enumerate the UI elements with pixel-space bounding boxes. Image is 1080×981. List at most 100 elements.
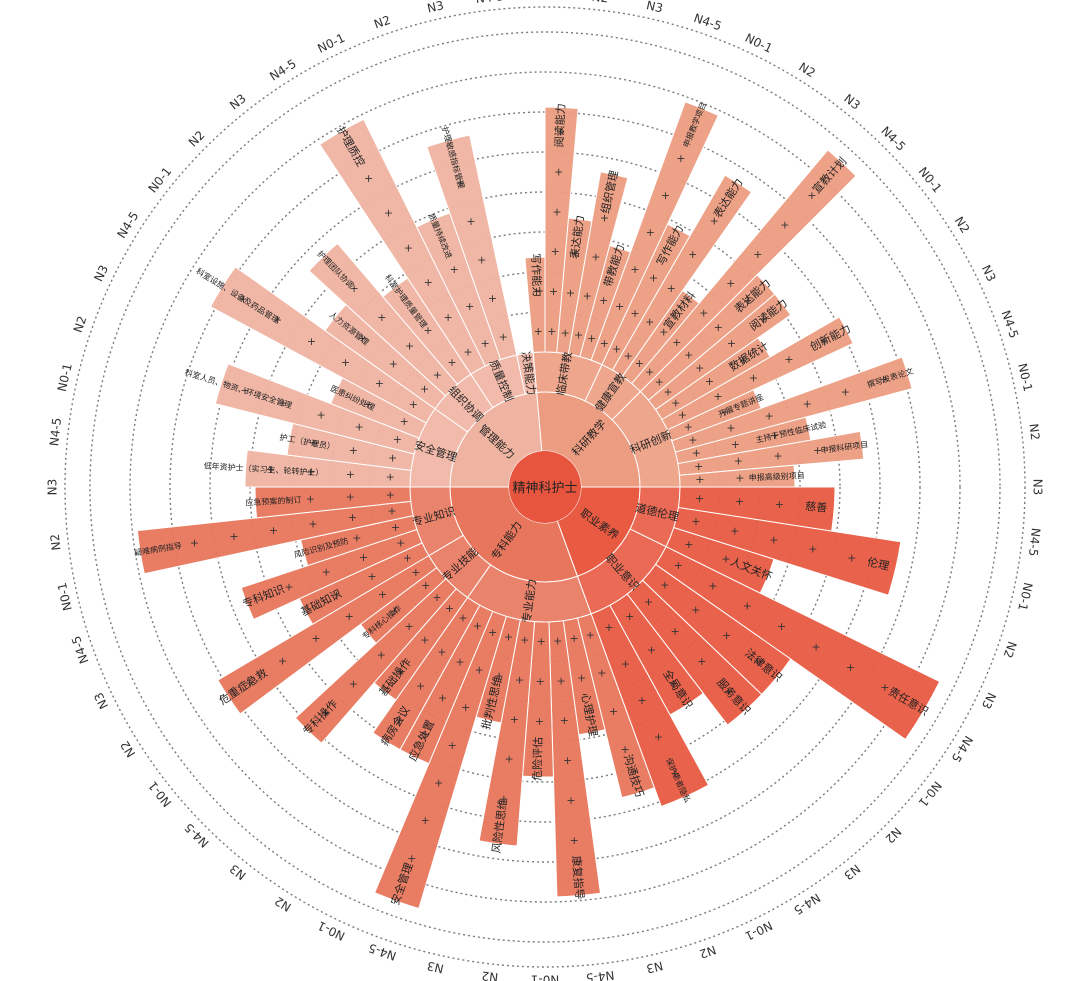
level-label: N3 [841,91,863,112]
level-marker: + [388,451,397,464]
level-marker: + [803,397,812,410]
level-marker: + [504,631,513,644]
item-segment [521,621,554,778]
item-segment [217,554,438,715]
level-label: N3 [91,690,111,711]
level-marker: + [556,125,565,138]
level-marker: + [692,446,701,459]
level-marker: + [637,694,646,707]
level-marker: + [400,415,409,428]
level-marker: + [566,287,575,300]
level-ring-guide [89,31,1001,943]
level-label: N2 [272,894,294,915]
level-marker: + [649,272,658,285]
level-marker: + [644,595,653,608]
level-marker: + [420,634,429,647]
level-marker: + [306,465,315,478]
level-marker: + [759,313,768,326]
group-label: 决策能力 [519,350,539,396]
level-label: N4-5 [999,309,1022,341]
item-segment [298,542,430,625]
level-marker: + [532,285,541,298]
level-marker: + [654,730,663,743]
level-marker: + [504,753,513,766]
level-marker: + [377,649,386,662]
item-segment [641,563,792,696]
level-marker: + [721,553,730,566]
level-marker: + [386,470,395,483]
level-label: N0-1 [531,0,560,2]
level-marker: + [714,321,723,334]
level-marker: + [352,531,361,544]
level-marker: + [434,777,443,790]
level-marker: + [713,390,722,403]
item-label: 表达能力 [567,214,587,259]
item-label: 申报高级别项目 [749,470,805,482]
level-marker: + [390,605,399,618]
item-segment [240,528,423,621]
level-label: N4-5 [367,941,399,964]
item-segment [136,500,414,575]
item-segment [399,604,494,765]
level-marker: + [407,852,416,865]
level-marker: + [317,409,326,422]
level-marker: + [743,294,752,307]
level-marker: + [499,792,508,805]
item-segment [661,316,854,431]
item-segment [562,617,606,736]
level-label: N0-1 [55,581,75,612]
level-label: N0-1 [531,973,560,981]
item-segment [286,422,415,471]
level-marker: + [341,356,350,369]
level-marker: + [727,337,736,350]
level-marker: + [278,654,287,667]
level-marker: + [269,524,278,537]
level-marker: + [743,600,752,613]
item-segment [382,277,472,385]
level-marker: + [647,643,656,656]
level-marker: + [841,385,850,398]
level-marker: + [566,794,575,807]
group-label: 专业能力 [519,578,539,623]
level-marker: + [473,620,482,633]
level-label: N0-1 [146,164,175,195]
level-marker: + [807,189,816,202]
level-label: N0-1 [1015,362,1035,393]
level-marker: + [691,515,700,528]
level-marker: + [645,316,654,329]
level-marker: + [458,612,467,625]
level-marker: + [695,361,704,374]
level-marker: + [395,713,404,726]
level-label: N3 [426,958,445,975]
level-label: N0-1 [916,164,945,195]
level-label: N0-1 [315,918,347,943]
level-label: N3 [841,861,863,882]
level-marker: + [726,277,735,290]
level-label: N3 [645,0,664,16]
level-marker: + [813,444,822,457]
level-marker: + [349,677,358,690]
level-marker: + [663,386,672,399]
item-segment [654,546,941,741]
level-ring-guide [64,6,1026,968]
level-marker: + [358,332,367,345]
level-label: N0-1 [315,31,347,56]
level-marker: + [273,314,282,327]
level-marker: + [724,685,733,698]
level-label: N2 [1001,640,1020,660]
item-segment [590,604,710,808]
level-label: N2 [48,533,64,551]
level-marker: + [820,335,829,348]
level-marker: + [600,212,609,225]
level-label: N4-5 [878,124,908,154]
item-segment [373,588,469,701]
level-marker: + [753,654,762,667]
level-marker: + [749,371,758,384]
level-marker: + [684,538,693,551]
item-segment [601,223,691,371]
item-segment [677,486,836,532]
item-segment [671,356,913,453]
item-label: 阅读能力 [552,103,568,148]
level-marker: + [699,307,708,320]
